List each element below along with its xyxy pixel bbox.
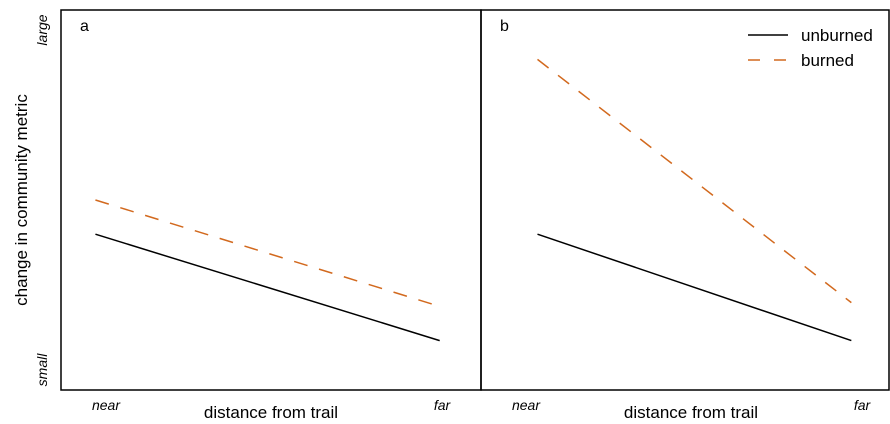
legend-burned-label: burned	[801, 51, 854, 70]
panel-b-frame	[480, 9, 890, 391]
y-tick-small: small	[34, 353, 50, 387]
panel-b-x-tick-far: far	[854, 397, 872, 413]
legend: unburned burned	[748, 26, 873, 70]
panel-a: a change in community metric large small…	[12, 9, 482, 422]
panel-a-unburned-line	[95, 233, 440, 342]
panel-b: b near far distance from trail unburned …	[480, 9, 890, 422]
panel-b-unburned-line	[537, 233, 852, 342]
y-axis-label: change in community metric	[12, 94, 31, 306]
panel-a-label: a	[80, 18, 89, 35]
y-tick-large: large	[34, 14, 50, 45]
panel-a-x-axis-label: distance from trail	[204, 403, 338, 422]
panel-b-x-tick-near: near	[512, 397, 541, 413]
panel-b-x-axis-label: distance from trail	[624, 403, 758, 422]
panel-a-burned-line	[95, 199, 440, 308]
panel-a-frame	[60, 9, 482, 391]
panel-a-x-tick-far: far	[434, 397, 452, 413]
panel-a-x-tick-near: near	[92, 397, 121, 413]
panel-b-label: b	[500, 18, 509, 35]
panel-b-burned-line	[537, 58, 852, 304]
legend-unburned-label: unburned	[801, 26, 873, 45]
